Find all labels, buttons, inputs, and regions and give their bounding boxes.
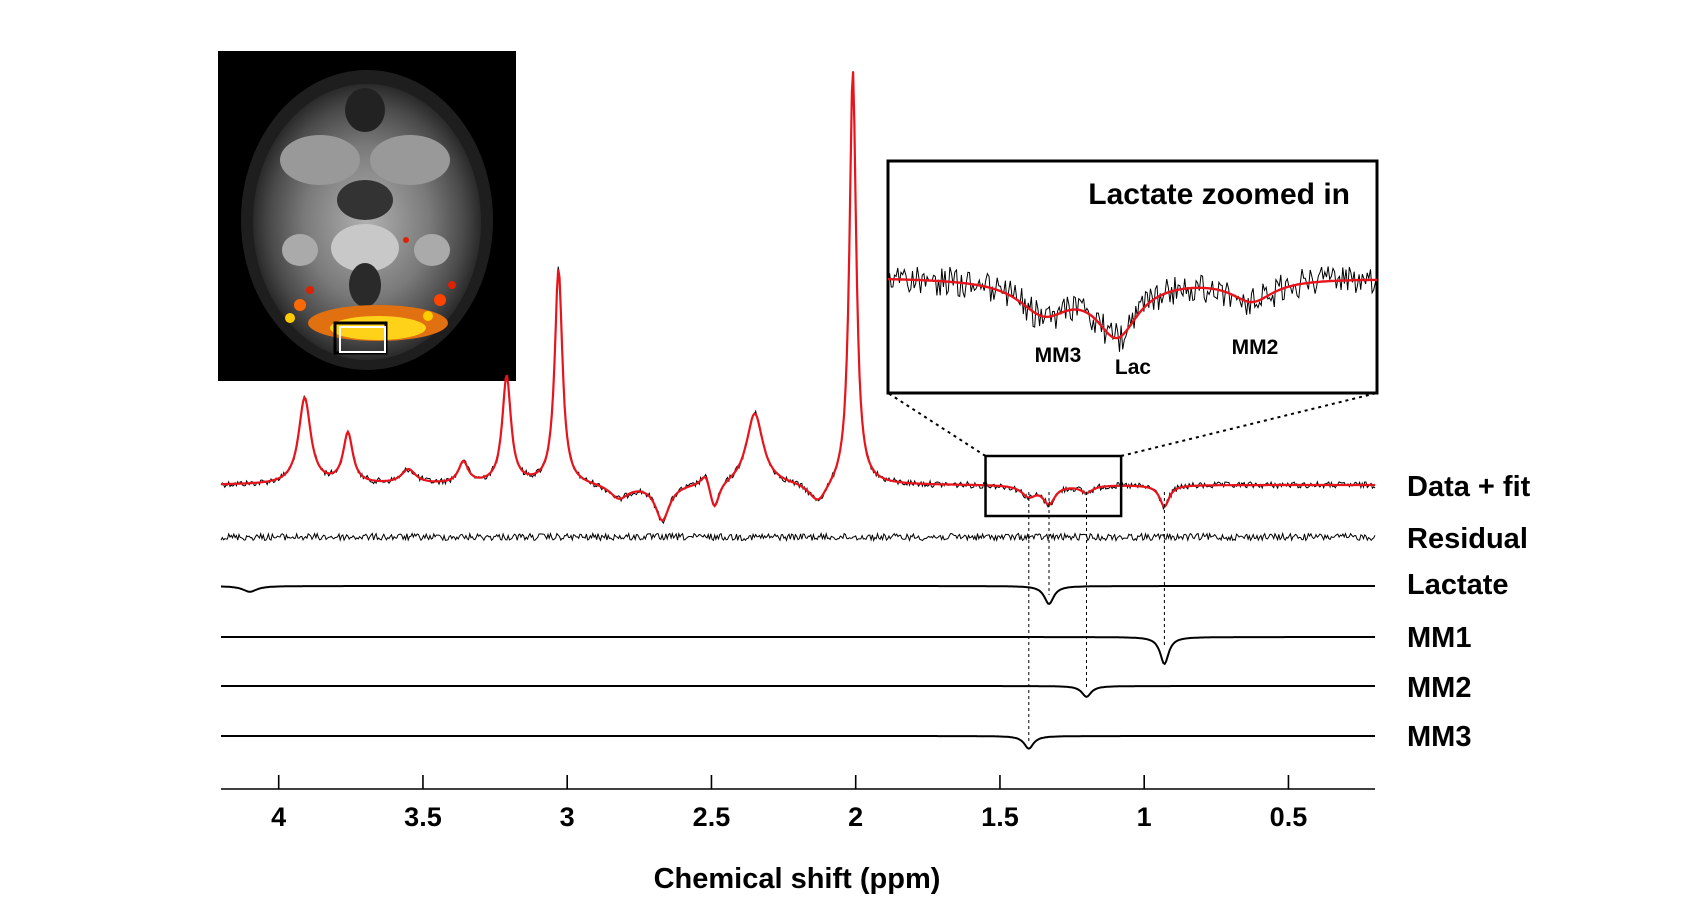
lactate-line [221,585,1375,606]
trace-lactate [221,585,1375,606]
inset-fit-line [888,278,1377,340]
inset-title: Lactate zoomed in [1088,178,1350,211]
label-residual: Residual [1407,523,1528,555]
tick-label: 4 [271,802,286,832]
inset-label-mm3: MM3 [1035,344,1082,367]
mm1-line [221,636,1375,666]
label-mm3: MM3 [1407,721,1471,753]
residual-data-line [220,531,1376,543]
tick-label: 1 [1137,802,1152,832]
inset-label-mm2: MM2 [1232,336,1279,359]
label-data_fit: Data + fit [1407,471,1531,503]
tick-label: 2 [848,802,863,832]
tick-label: 1.5 [981,802,1019,832]
fit-line [221,71,1375,522]
zoom-connector [887,392,987,457]
inset-label-lac: Lac [1115,356,1152,379]
trace-mm3 [221,735,1375,750]
tick-label: 0.5 [1270,802,1308,832]
label-mm2: MM2 [1407,672,1471,704]
trace-mm2 [221,685,1375,698]
zoom-connector [1120,392,1378,457]
mm2-line [221,685,1375,698]
inset-data-line [887,266,1378,352]
brain-mri-image [218,51,516,381]
trace-residual [220,531,1376,543]
mm3-line [221,735,1375,750]
label-mm1: MM1 [1407,622,1471,654]
tick-label: 3.5 [404,802,442,832]
lactate-zoom-inset: Lactate zoomed in MM3 Lac MM2 [886,159,1379,395]
x-axis-title: Chemical shift (ppm) [654,863,941,895]
zoom-region-box [984,454,1123,518]
tick-label: 2.5 [693,802,731,832]
x-axis: 4 3.5 3 2.5 2 1.5 1 0.5 Chemical shift (ppm) [221,775,1375,895]
trace-data_fit [220,71,1376,525]
trace-mm1 [221,636,1375,666]
tick-label: 3 [560,802,575,832]
label-lactate: Lactate [1407,569,1509,601]
